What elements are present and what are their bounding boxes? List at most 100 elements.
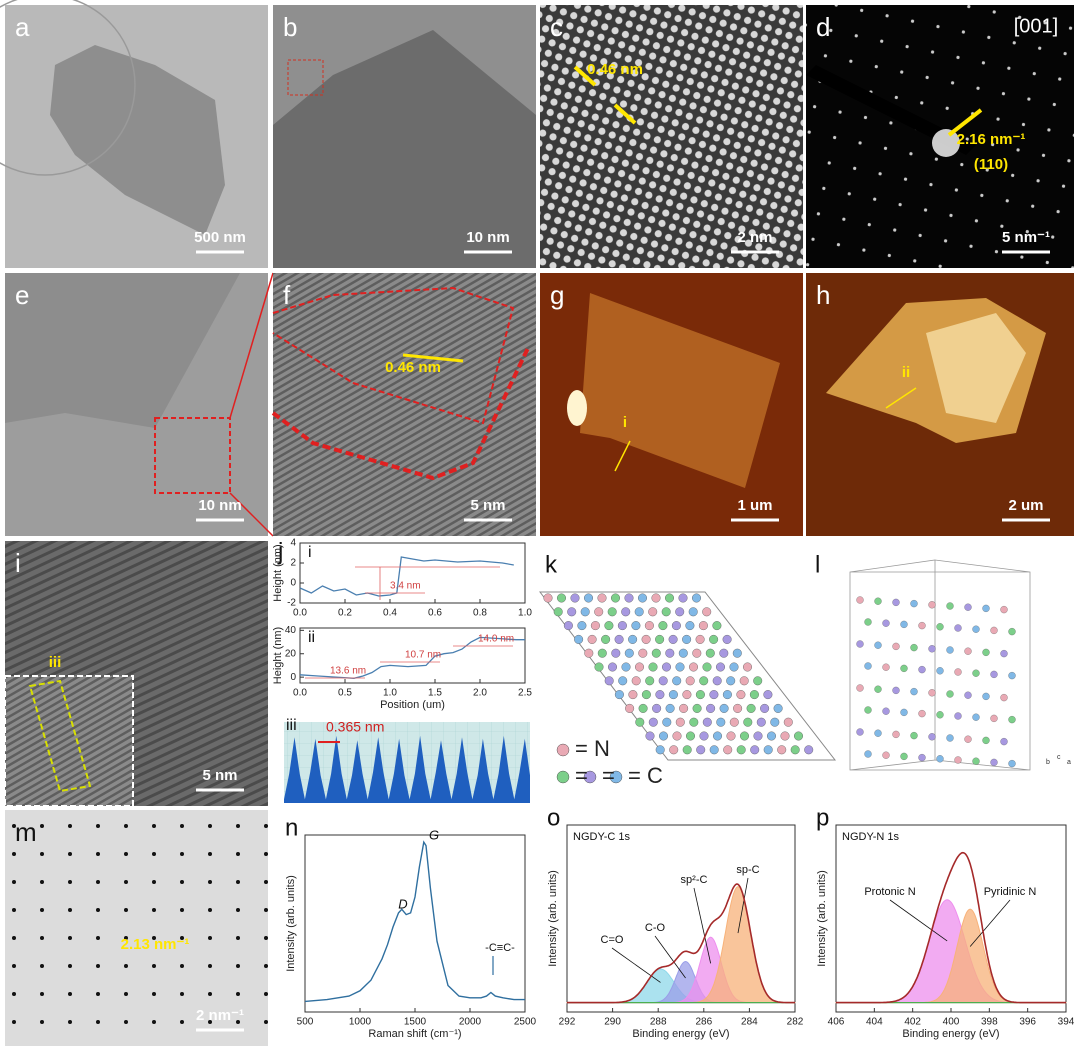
axes-frame [299, 627, 526, 684]
x-tick-label: 288 [650, 1017, 667, 1028]
atom [698, 621, 708, 631]
x-tick-label: 286 [695, 1017, 712, 1028]
atom [722, 690, 732, 700]
annotation: 3.4 nm [390, 581, 421, 592]
atom [678, 648, 688, 658]
x-tick-label: 2000 [459, 1017, 482, 1028]
scale-bar-label: 10 nm [198, 497, 241, 514]
atom [702, 717, 712, 727]
x-tick-label: 1.5 [428, 688, 442, 699]
x-axis-label: Raman shift (cm⁻¹) [368, 1028, 461, 1040]
atom [756, 717, 766, 727]
arrow [402, 353, 464, 363]
atom [641, 690, 651, 700]
charts: j 0.0 0.2 0.4 0.6 0.8 1.0 -2 0 2 4 Height (nm) i 3.4 … [272, 538, 1075, 1040]
atom [982, 736, 990, 745]
atom [668, 690, 678, 700]
panel-label: f [283, 280, 291, 310]
envelope [836, 851, 1066, 1004]
x-tick-label: 2.0 [473, 688, 487, 699]
atom [658, 621, 668, 631]
period-area [284, 735, 530, 803]
annotation: [001] [1014, 15, 1058, 37]
annotation: i [623, 414, 627, 431]
atom [719, 648, 729, 658]
atom [645, 676, 655, 686]
annotation: G [429, 827, 439, 842]
x-tick-label: 0.5 [338, 688, 352, 699]
outline [272, 286, 515, 425]
panel-label: k [545, 551, 558, 578]
y-tick-label: 4 [290, 538, 296, 549]
atom [874, 685, 882, 693]
atom [587, 634, 597, 644]
atom [972, 757, 980, 765]
axes-frame [299, 542, 526, 604]
atom [739, 676, 749, 686]
atom [732, 648, 742, 658]
panel-c: c 2 nm 0.46 nm [540, 5, 803, 268]
atom [1008, 715, 1016, 724]
atom [918, 753, 926, 762]
atom [928, 645, 936, 653]
atom [570, 593, 580, 603]
atom [682, 634, 692, 644]
atom [1008, 627, 1016, 636]
annotation: 14.0 nm [478, 634, 514, 645]
atom [918, 621, 926, 630]
atom [864, 618, 872, 626]
atom [972, 669, 980, 677]
atom [856, 684, 864, 692]
atom [864, 706, 872, 714]
atom [1000, 737, 1008, 746]
x-tick-label: 292 [559, 1017, 576, 1028]
atom [882, 619, 890, 627]
atom [651, 648, 661, 658]
scale-bar-label: 5 nm [470, 497, 505, 514]
atom [763, 745, 773, 755]
panel-label: m [15, 817, 37, 847]
legend-text: = N [575, 736, 610, 761]
y-tick-label: 20 [285, 648, 297, 659]
atom [645, 731, 655, 741]
atom [672, 676, 682, 686]
atom [675, 717, 685, 727]
particle [567, 390, 587, 426]
atom [874, 597, 882, 605]
atom [594, 607, 604, 617]
atom [783, 717, 793, 727]
atom [594, 662, 604, 672]
panel-f: f 5 nm 0.46 nm [271, 273, 536, 536]
atom [686, 731, 696, 741]
atom [892, 730, 900, 739]
image [5, 810, 268, 1046]
spectrum-line [304, 840, 525, 1003]
atom [695, 634, 705, 644]
atom [665, 703, 675, 713]
atom [964, 735, 972, 743]
axis-name: c [1057, 754, 1061, 761]
atom [773, 703, 783, 713]
x-tick-label: 394 [1058, 1017, 1075, 1028]
atom [910, 687, 918, 696]
axis-name: b [1046, 759, 1050, 766]
atom [659, 731, 669, 741]
pointer [889, 899, 948, 942]
atom [669, 745, 679, 755]
atom [743, 717, 753, 727]
atom [892, 598, 900, 607]
x-axis-label: Position (um) [380, 699, 445, 711]
legend-text: = [602, 763, 615, 788]
x-tick-label: 396 [1019, 1017, 1036, 1028]
inset [4, 675, 134, 807]
atom [928, 601, 936, 609]
arrow [573, 65, 597, 87]
panel-label: n [285, 814, 298, 841]
atom [954, 624, 962, 632]
atom [590, 621, 600, 631]
atom [672, 731, 682, 741]
atom [910, 643, 918, 652]
atom [990, 758, 998, 767]
image [273, 273, 536, 536]
atom [665, 593, 675, 603]
